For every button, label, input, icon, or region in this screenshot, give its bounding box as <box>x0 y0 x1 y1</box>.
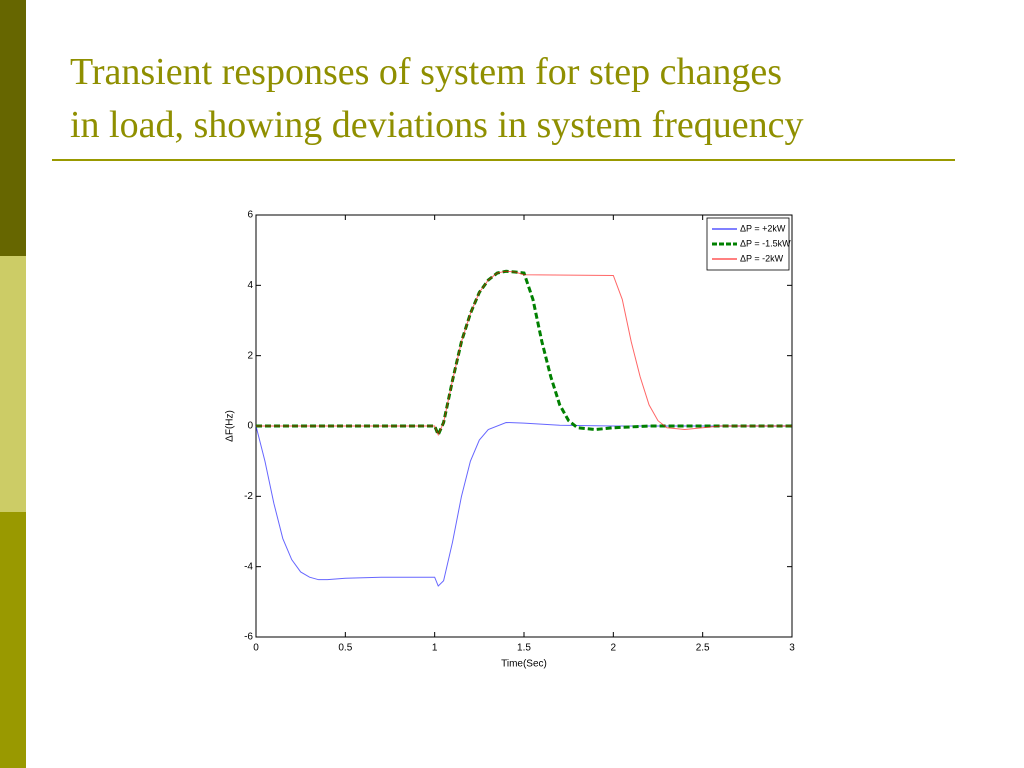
y-tick-label: 0 <box>247 421 253 432</box>
side-bar <box>0 512 26 768</box>
x-tick-label: 0.5 <box>338 643 352 654</box>
y-tick-label: 4 <box>247 280 253 291</box>
y-tick-label: -6 <box>244 632 253 643</box>
series-line <box>256 270 792 437</box>
x-tick-label: 3 <box>789 643 795 654</box>
y-tick-label: 6 <box>247 210 253 221</box>
x-axis-label: Time(Sec) <box>501 659 547 670</box>
x-tick-label: 1.5 <box>517 643 531 654</box>
slide-title: in load, showing deviations in system fr… <box>70 104 804 146</box>
legend-label: ΔP = -2kW <box>740 253 784 263</box>
slide-title: Transient responses of system for step c… <box>70 51 782 93</box>
side-bar <box>0 0 26 256</box>
legend-label: ΔP = +2kW <box>740 223 786 233</box>
y-axis-label: ΔF(Hz) <box>225 410 236 442</box>
y-tick-label: -2 <box>244 491 253 502</box>
x-tick-label: 1 <box>432 643 438 654</box>
series-line <box>255 421 792 587</box>
x-tick-label: 0 <box>253 643 259 654</box>
side-bar <box>0 256 26 512</box>
legend-label: ΔP = -1.5kW <box>740 238 791 248</box>
y-tick-label: -4 <box>244 561 253 572</box>
x-tick-label: 2 <box>611 643 617 654</box>
x-tick-label: 2.5 <box>696 643 710 654</box>
y-tick-label: 2 <box>247 350 253 361</box>
